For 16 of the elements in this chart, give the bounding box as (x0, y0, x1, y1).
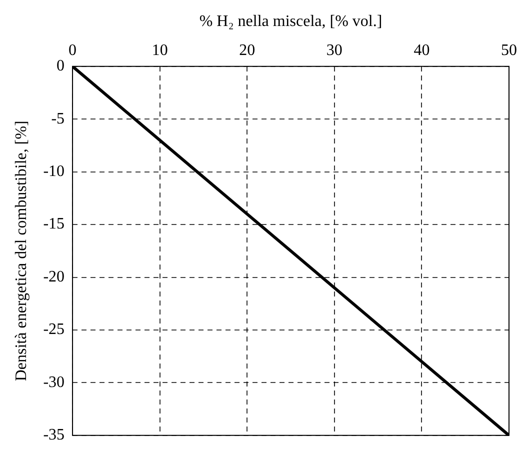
x-axis-title: % H₂ nella miscela, [% vol.] (199, 12, 382, 30)
x-tick-label: 20 (239, 42, 256, 60)
y-tick-label: -35 (43, 426, 65, 444)
y-tick-label: -30 (43, 374, 65, 391)
y-tick-label: -20 (43, 268, 65, 286)
x-tick-label: 30 (326, 42, 342, 60)
x-tick-label: 0 (68, 42, 77, 60)
x-tick-label: 50 (501, 42, 517, 60)
y-axis-title: Densità energetica del combustibile, [%] (12, 120, 30, 382)
y-tick-label: -25 (43, 321, 65, 338)
x-tick-label: 40 (414, 42, 430, 60)
y-tick-label: -15 (43, 216, 65, 233)
y-tick-label: -5 (51, 110, 65, 128)
y-tick-label: 0 (56, 58, 65, 75)
x-tick-label: 10 (152, 42, 168, 60)
y-tick-label: -10 (43, 163, 65, 180)
